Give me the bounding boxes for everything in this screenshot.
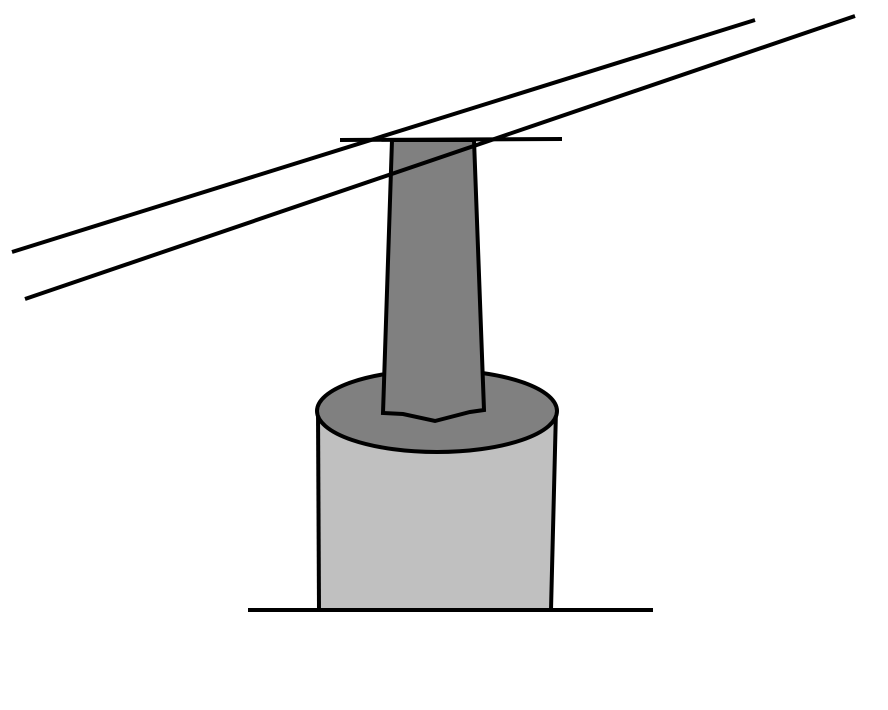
pillar-left-edge xyxy=(318,410,319,610)
tapered-column xyxy=(383,140,484,421)
upper-inclined-line xyxy=(12,20,755,252)
